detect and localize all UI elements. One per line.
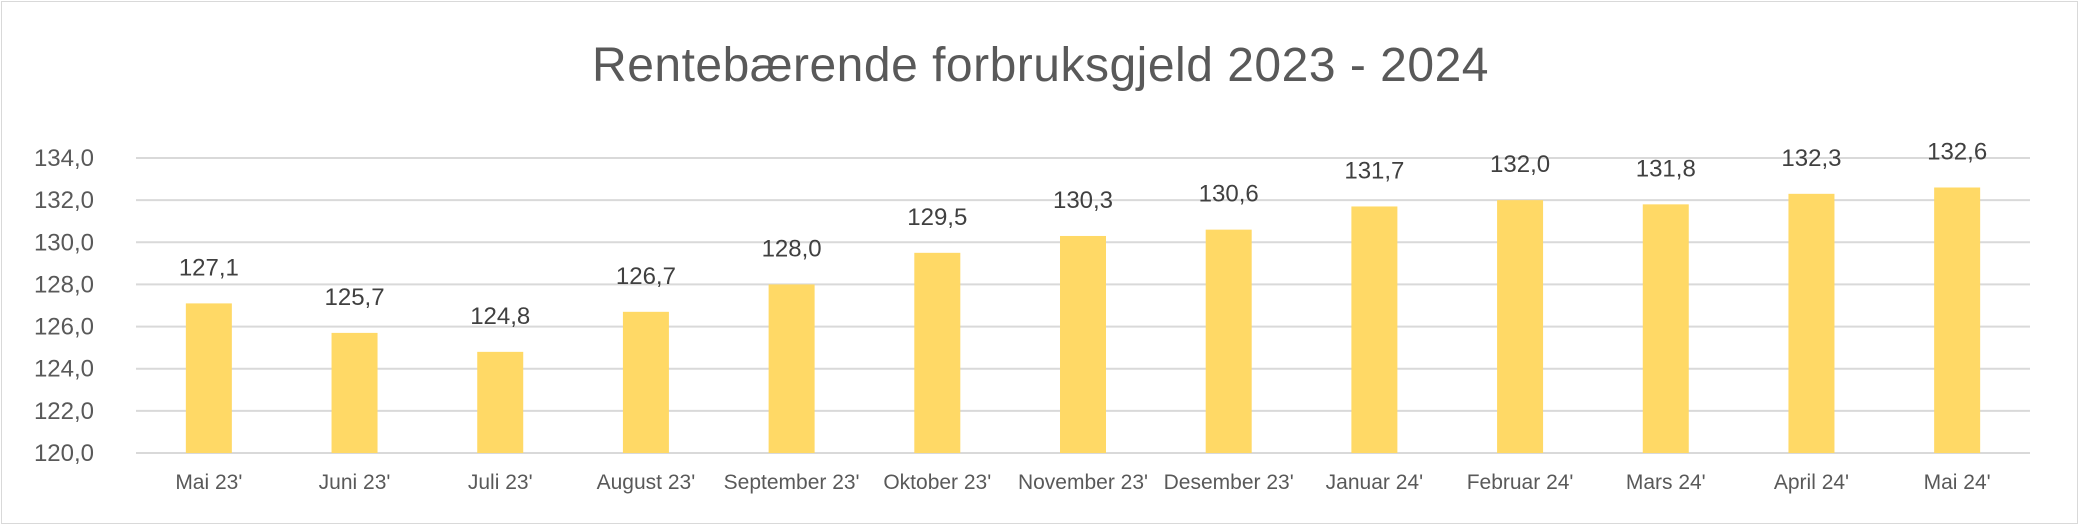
x-category-label: Oktober 23' [883, 471, 991, 494]
x-category-label: Januar 24' [1326, 471, 1423, 494]
bar [1788, 193, 1835, 454]
chart-title: Rentebærende forbruksgjeld 2023 - 2024 [592, 39, 1489, 92]
x-category-label: September 23' [724, 471, 860, 494]
bar [622, 311, 669, 453]
bar [477, 351, 524, 453]
data-label: 131,8 [1636, 155, 1696, 182]
y-tick-label: 122,0 [34, 398, 94, 425]
data-label: 124,8 [470, 303, 530, 330]
x-category-label: Juli 23' [468, 471, 533, 494]
data-label: 128,0 [762, 235, 822, 262]
y-tick-label: 130,0 [34, 229, 94, 256]
bar [1934, 187, 1981, 453]
data-label: 132,6 [1927, 139, 1987, 166]
data-label: 131,7 [1344, 157, 1404, 184]
x-category-label: Desember 23' [1164, 471, 1294, 494]
bars [185, 187, 1981, 454]
data-label: 125,7 [325, 284, 385, 311]
bar [1497, 200, 1544, 453]
data-label: 132,3 [1781, 145, 1841, 172]
y-tick-label: 120,0 [34, 440, 94, 467]
data-label: 132,0 [1490, 151, 1550, 178]
bar [914, 252, 961, 453]
x-category-label: Juni 23' [319, 471, 391, 494]
bar [768, 284, 815, 453]
data-label: 129,5 [907, 204, 967, 231]
data-label: 130,3 [1053, 187, 1113, 214]
bar [185, 303, 232, 453]
bar [1351, 206, 1398, 453]
y-axis: 120,0 122,0 124,0 126,0 128,0 130,0 132,0 134,0 [34, 145, 94, 467]
data-labels: 127,1 125,7 124,8 126,7 128,0 129,5 130,3 130,6… [179, 139, 1987, 330]
x-category-label: August 23' [597, 471, 696, 494]
bar [1205, 229, 1252, 453]
x-category-label: Mars 24' [1626, 471, 1706, 494]
data-label: 126,7 [616, 263, 676, 290]
bar [331, 332, 378, 453]
x-category-label: Mai 23' [175, 471, 242, 494]
y-tick-label: 128,0 [34, 271, 94, 298]
x-category-label: Mai 24' [1924, 471, 1991, 494]
y-tick-label: 124,0 [34, 356, 94, 383]
data-label: 127,1 [179, 254, 239, 281]
bar [1060, 235, 1106, 453]
y-tick-label: 132,0 [34, 187, 94, 214]
data-label: 130,6 [1199, 181, 1259, 208]
x-axis: Mai 23' Juni 23' Juli 23' August 23' Septemb… [175, 471, 1990, 494]
x-category-label: Februar 24' [1467, 471, 1574, 494]
y-tick-label: 134,0 [34, 145, 94, 172]
bar [1642, 204, 1689, 453]
x-category-label: November 23' [1018, 471, 1148, 494]
x-category-label: April 24' [1774, 471, 1849, 494]
y-tick-label: 126,0 [34, 314, 94, 341]
